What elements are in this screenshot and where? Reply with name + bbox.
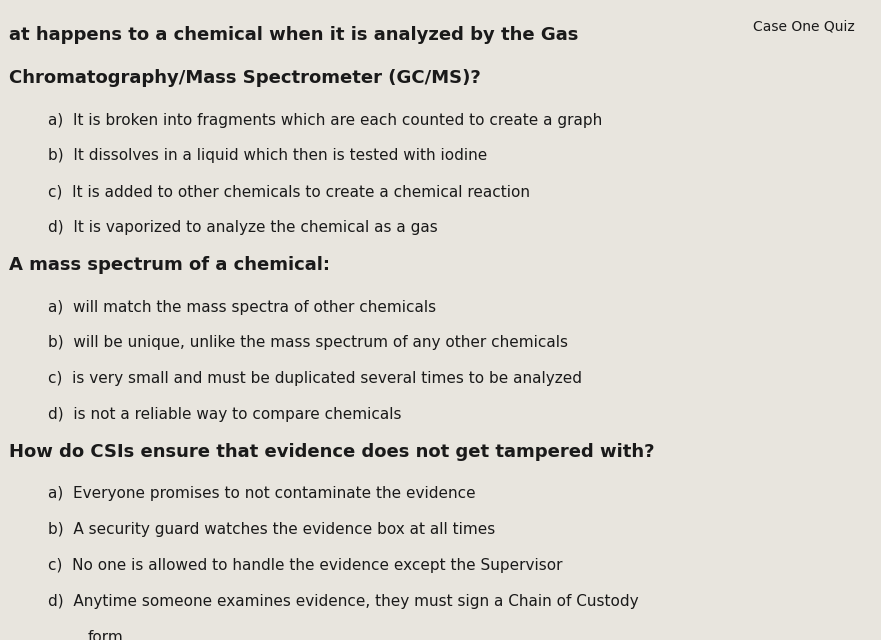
Text: d)  is not a reliable way to compare chemicals: d) is not a reliable way to compare chem… [48,407,402,422]
Text: c)  It is added to other chemicals to create a chemical reaction: c) It is added to other chemicals to cre… [48,184,530,199]
Text: a)  It is broken into fragments which are each counted to create a graph: a) It is broken into fragments which are… [48,113,603,127]
Text: Chromatography/Mass Spectrometer (GC/MS)?: Chromatography/Mass Spectrometer (GC/MS)… [9,69,480,87]
Text: a)  Everyone promises to not contaminate the evidence: a) Everyone promises to not contaminate … [48,486,476,501]
Text: Case One Quiz: Case One Quiz [753,19,855,33]
Text: b)  A security guard watches the evidence box at all times: b) A security guard watches the evidence… [48,522,496,537]
Text: b)  will be unique, unlike the mass spectrum of any other chemicals: b) will be unique, unlike the mass spect… [48,335,568,350]
Text: c)  is very small and must be duplicated several times to be analyzed: c) is very small and must be duplicated … [48,371,582,386]
Text: A mass spectrum of a chemical:: A mass spectrum of a chemical: [9,256,329,274]
Text: c)  No one is allowed to handle the evidence except the Supervisor: c) No one is allowed to handle the evide… [48,558,563,573]
Text: b)  It dissolves in a liquid which then is tested with iodine: b) It dissolves in a liquid which then i… [48,148,488,163]
Text: How do CSIs ensure that evidence does not get tampered with?: How do CSIs ensure that evidence does no… [9,443,655,461]
Text: d)  Anytime someone examines evidence, they must sign a Chain of Custody: d) Anytime someone examines evidence, th… [48,594,639,609]
Text: form: form [88,630,124,640]
Text: a)  will match the mass spectra of other chemicals: a) will match the mass spectra of other … [48,300,437,314]
Text: d)  It is vaporized to analyze the chemical as a gas: d) It is vaporized to analyze the chemic… [48,220,438,235]
Text: at happens to a chemical when it is analyzed by the Gas: at happens to a chemical when it is anal… [9,26,578,44]
